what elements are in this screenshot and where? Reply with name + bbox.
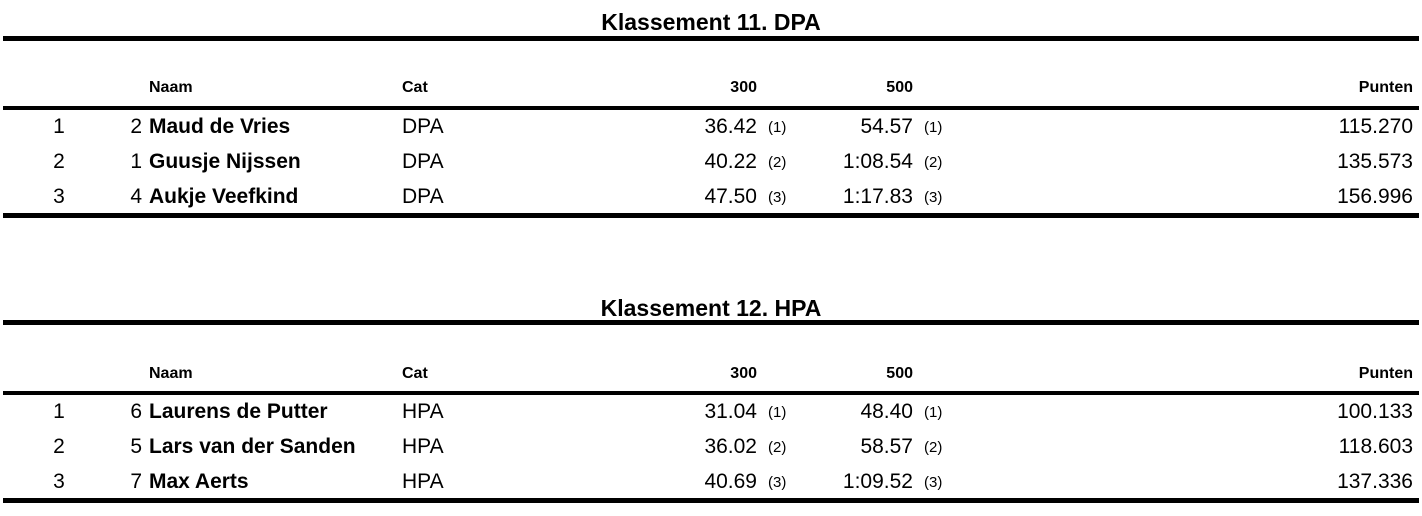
time-500-cell: 1:08.54: [842, 150, 913, 173]
athlete-name-cell: Lars van der Sanden: [149, 435, 356, 458]
table-row: 3 7 Max Aerts HPA 40.69 (3) 1:09.52 (3) …: [0, 464, 1422, 499]
athlete-name-cell: Guusje Nijssen: [149, 150, 301, 173]
category-cell: DPA: [402, 115, 444, 138]
table-row: 2 5 Lars van der Sanden HPA 36.02 (2) 58…: [0, 429, 1422, 464]
time-500-cell: 1:17.83: [842, 185, 913, 208]
points-cell: 118.603: [1338, 435, 1413, 458]
athlete-name-cell: Maud de Vries: [149, 115, 291, 138]
rank-cell: 2: [53, 150, 65, 173]
column-header-300: 300: [730, 79, 757, 96]
start-number-cell: 2: [130, 115, 142, 138]
rank-cell: 2: [53, 435, 65, 458]
header-divider: [3, 106, 1419, 110]
start-number-cell: 1: [130, 150, 142, 173]
section-title: Klassement 12. HPA: [600, 295, 822, 321]
table-row: 3 4 Aukje Veefkind DPA 47.50 (3) 1:17.83…: [0, 179, 1422, 214]
rank-300-cell: (3): [768, 474, 787, 491]
section-title: Klassement 11. DPA: [601, 9, 821, 35]
time-300-cell: 40.69: [704, 470, 757, 493]
category-cell: HPA: [402, 470, 444, 493]
points-cell: 100.133: [1337, 400, 1413, 423]
title-divider: [3, 320, 1419, 325]
rank-500-cell: (1): [924, 404, 943, 421]
table-bottom-divider: [3, 213, 1419, 218]
category-cell: DPA: [402, 150, 444, 173]
time-300-cell: 40.22: [704, 150, 757, 173]
rank-500-cell: (2): [924, 154, 943, 171]
points-cell: 135.573: [1337, 150, 1413, 173]
rank-300-cell: (2): [768, 154, 787, 171]
category-cell: DPA: [402, 185, 444, 208]
time-300-cell: 47.50: [704, 185, 757, 208]
points-cell: 137.336: [1337, 470, 1413, 493]
points-cell: 115.270: [1338, 115, 1413, 138]
rank-500-cell: (3): [924, 474, 943, 491]
rank-300-cell: (3): [768, 189, 787, 206]
time-300-cell: 36.42: [704, 115, 757, 138]
time-300-cell: 36.02: [704, 435, 757, 458]
time-500-cell: 54.57: [860, 115, 913, 138]
column-header-cat: Cat: [402, 79, 428, 96]
time-500-cell: 48.40: [860, 400, 913, 423]
table-bottom-divider: [3, 498, 1419, 503]
table-row: 1 6 Laurens de Putter HPA 31.04 (1) 48.4…: [0, 394, 1422, 429]
category-cell: HPA: [402, 400, 444, 423]
athlete-name-cell: Laurens de Putter: [149, 400, 328, 423]
column-header-naam: Naam: [149, 365, 193, 382]
rank-500-cell: (2): [924, 439, 943, 456]
rank-300-cell: (2): [768, 439, 787, 456]
rank-300-cell: (1): [768, 119, 787, 136]
column-header-300: 300: [730, 365, 757, 382]
column-header-punten: Punten: [1358, 79, 1413, 96]
column-header-cat: Cat: [402, 365, 428, 382]
header-divider: [3, 391, 1419, 395]
start-number-cell: 5: [130, 435, 142, 458]
rank-500-cell: (1): [924, 119, 943, 136]
rank-cell: 3: [53, 470, 65, 493]
rank-300-cell: (1): [768, 404, 787, 421]
rank-500-cell: (3): [924, 189, 943, 206]
column-header-500: 500: [886, 365, 913, 382]
rank-cell: 1: [53, 400, 65, 423]
start-number-cell: 6: [130, 400, 142, 423]
category-cell: HPA: [402, 435, 444, 458]
athlete-name-cell: Max Aerts: [149, 470, 249, 493]
table-row: 2 1 Guusje Nijssen DPA 40.22 (2) 1:08.54…: [0, 144, 1422, 179]
table-row: 1 2 Maud de Vries DPA 36.42 (1) 54.57 (1…: [0, 109, 1422, 144]
title-divider: [3, 36, 1419, 41]
time-500-cell: 58.57: [860, 435, 913, 458]
column-header-500: 500: [886, 79, 913, 96]
column-header-punten: Punten: [1358, 365, 1413, 382]
time-500-cell: 1:09.52: [842, 470, 913, 493]
rank-cell: 1: [53, 115, 65, 138]
start-number-cell: 4: [130, 185, 142, 208]
column-header-naam: Naam: [149, 79, 193, 96]
athlete-name-cell: Aukje Veefkind: [149, 185, 299, 208]
points-cell: 156.996: [1337, 185, 1413, 208]
start-number-cell: 7: [130, 470, 142, 493]
rank-cell: 3: [53, 185, 65, 208]
time-300-cell: 31.04: [704, 400, 757, 423]
